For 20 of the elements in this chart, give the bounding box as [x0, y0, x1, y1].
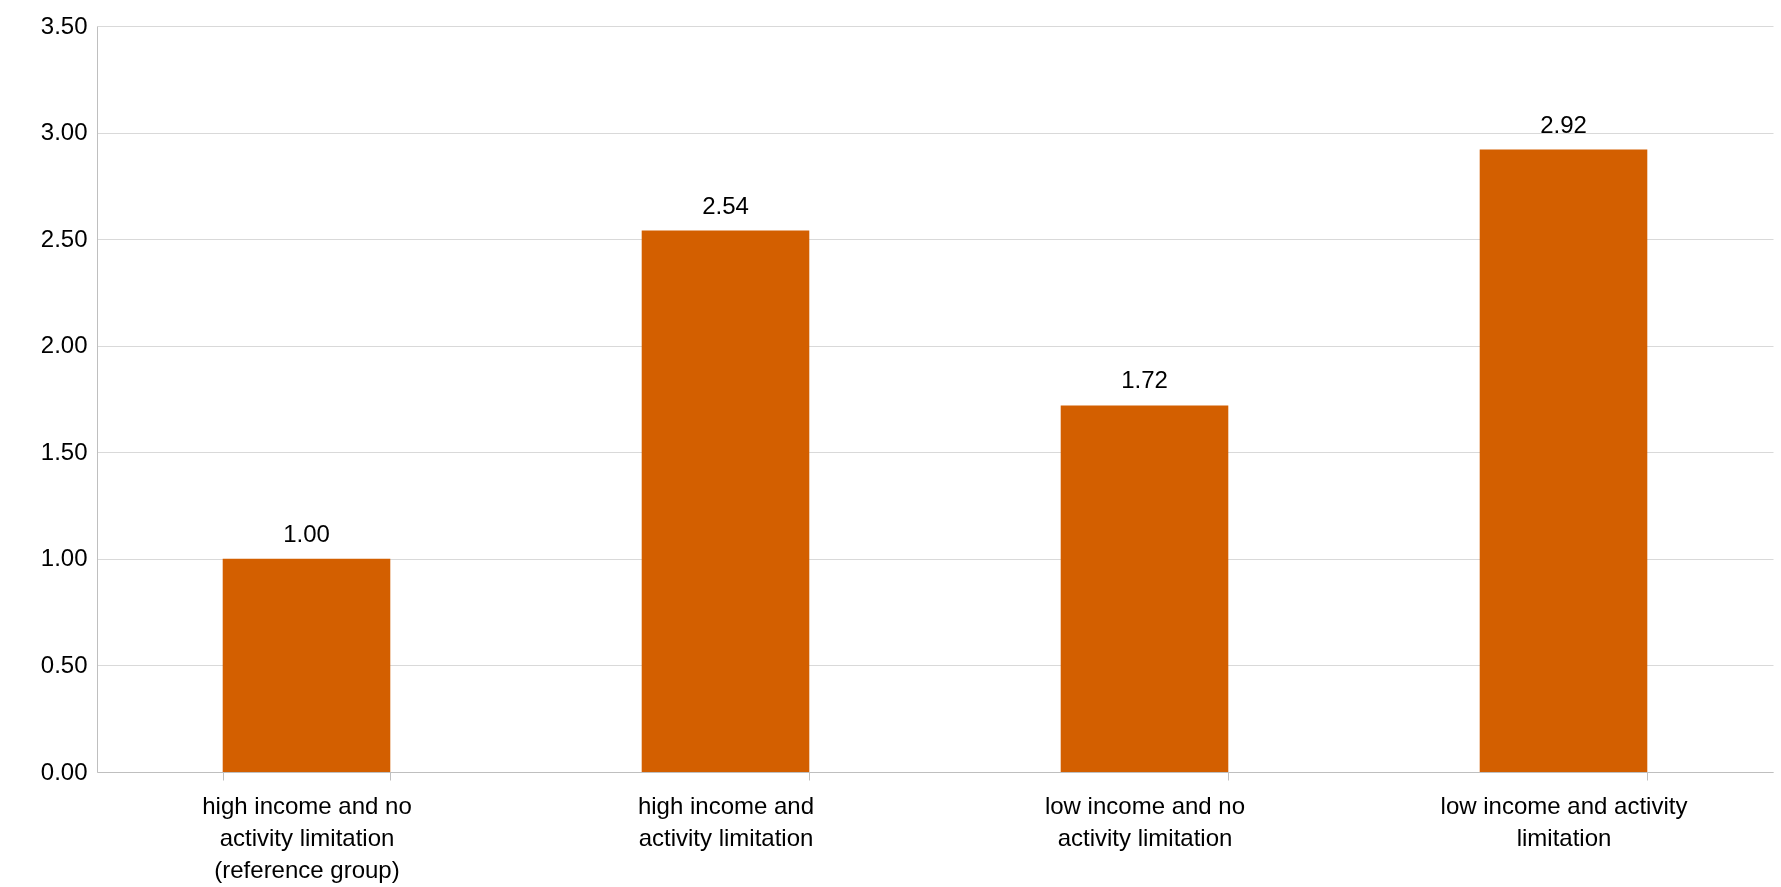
y-tick-label: 2.50	[40, 224, 88, 252]
y-tick-label: 2.00	[40, 331, 88, 359]
y-tick-label: 3.00	[40, 118, 88, 146]
data-label: 2.54	[702, 191, 749, 219]
x-tick-label: high income and no activity limitation (reference group)	[202, 791, 412, 883]
y-tick-label: 0.50	[40, 650, 88, 678]
x-tick-label: low income and activity limitation	[1440, 791, 1688, 851]
data-label: 1.72	[1121, 366, 1168, 394]
data-label: 1.00	[283, 519, 330, 547]
bar	[222, 558, 391, 772]
bar	[1060, 405, 1229, 772]
bar	[1479, 149, 1648, 772]
x-tick-label: high income and activity limitation	[637, 791, 815, 851]
data-label: 2.92	[1540, 110, 1587, 138]
y-tick-label: 1.50	[40, 437, 88, 465]
bar	[641, 230, 810, 772]
y-tick-label: 1.00	[40, 544, 88, 572]
y-tick-label: 3.50	[40, 11, 88, 39]
x-tick-label: low income and no activity limitation	[1044, 791, 1246, 851]
y-tick-label: 0.00	[40, 757, 88, 785]
